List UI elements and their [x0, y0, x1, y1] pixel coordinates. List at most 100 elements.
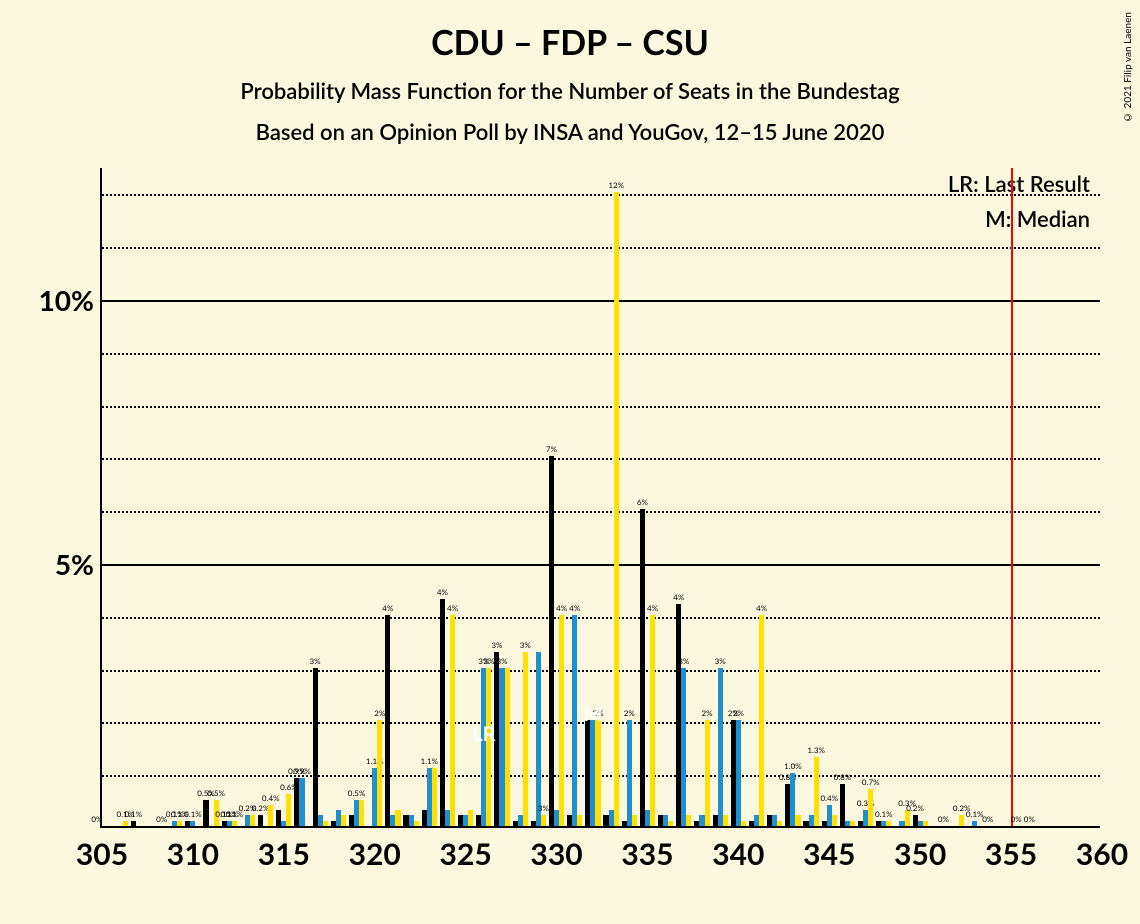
- bar-value-label: 3%: [715, 656, 726, 666]
- bar-series-2: [795, 815, 800, 826]
- bar-series-1: [190, 821, 195, 826]
- bar-series-2: [377, 720, 382, 826]
- x-axis-label: 345: [803, 836, 855, 872]
- bar-series-2: [814, 757, 819, 826]
- bar-value-label: 2%: [374, 708, 385, 718]
- bar-value-label: 0%: [1024, 814, 1035, 824]
- x-axis-label: 340: [712, 836, 764, 872]
- gridline-major: [102, 564, 1100, 566]
- median-marker: M: [583, 702, 602, 726]
- bar-series-2: [250, 815, 255, 826]
- bar-value-label: 3%: [496, 656, 507, 666]
- bar-series-2: [777, 821, 782, 826]
- bar-value-label: 0.1%: [124, 809, 142, 819]
- bar-series-0: [313, 668, 318, 826]
- bar-value-label: 0.1%: [184, 809, 202, 819]
- bar-value-label: 0.2%: [906, 803, 924, 813]
- bar-value-label: 3%: [538, 803, 549, 813]
- bar-value-label: 0.5%: [348, 788, 366, 798]
- bar-value-label: 0.4%: [820, 793, 838, 803]
- bar-value-label: 7%: [546, 444, 557, 454]
- bar-series-1: [299, 778, 304, 826]
- bar-value-label: 4%: [437, 587, 448, 597]
- bar-value-label: 0.1%: [875, 809, 893, 819]
- bar-value-label: 6%: [637, 497, 648, 507]
- bar-series-2: [686, 815, 691, 826]
- bar-series-2: [923, 821, 928, 826]
- x-axis-label: 335: [621, 836, 673, 872]
- bar-series-2: [450, 615, 455, 826]
- bar-series-2: [614, 192, 619, 826]
- bar-value-label: 0.9%: [293, 766, 311, 776]
- bar-series-2: [268, 805, 273, 826]
- chart-subtitle-1: Probability Mass Function for the Number…: [0, 77, 1140, 104]
- x-axis-label: 325: [440, 836, 492, 872]
- bar-series-2: [868, 789, 873, 826]
- bar-series-2: [432, 768, 437, 826]
- gridline-minor: [102, 511, 1100, 513]
- bar-series-2: [505, 668, 510, 826]
- bar-value-label: 4%: [756, 603, 767, 613]
- bar-value-label: 4%: [447, 603, 458, 613]
- bar-value-label: 3%: [520, 640, 531, 650]
- bar-series-0: [258, 815, 263, 826]
- bar-series-2: [759, 615, 764, 826]
- bar-series-1: [536, 652, 541, 826]
- bar-value-label: 4%: [569, 603, 580, 613]
- bar-value-label: 0.5%: [207, 788, 225, 798]
- gridline-major: [102, 300, 1100, 302]
- bar-value-label: 1.0%: [784, 761, 802, 771]
- lr-marker: LR: [472, 722, 495, 746]
- bar-series-0: [385, 615, 390, 826]
- bar-series-2: [486, 668, 491, 826]
- gridline-minor: [102, 194, 1100, 196]
- bar-series-2: [650, 615, 655, 826]
- bar-series-1: [627, 720, 632, 826]
- gridline-minor: [102, 247, 1100, 249]
- bar-series-2: [632, 815, 637, 826]
- bar-series-0: [131, 821, 136, 826]
- gridline-minor: [102, 406, 1100, 408]
- x-axis-label: 360: [1076, 836, 1128, 872]
- bar-value-label: 4%: [556, 603, 567, 613]
- bar-value-label: 0.8%: [834, 772, 852, 782]
- bar-value-label: 3%: [310, 656, 321, 666]
- bar-series-2: [341, 815, 346, 826]
- gridline-minor: [102, 617, 1100, 619]
- bar-value-label: 2%: [624, 708, 635, 718]
- bar-value-label: 0.7%: [862, 777, 880, 787]
- gridline-minor: [102, 670, 1100, 672]
- x-axis-label: 320: [349, 836, 401, 872]
- bar-series-2: [323, 821, 328, 826]
- bar-series-2: [959, 815, 964, 826]
- x-axis-label: 305: [76, 836, 128, 872]
- bar-series-2: [668, 821, 673, 826]
- bar-value-label: 0.2%: [252, 803, 270, 813]
- x-axis-label: 350: [894, 836, 946, 872]
- bar-value-label: 2%: [733, 708, 744, 718]
- bar-series-1: [972, 821, 977, 826]
- bar-value-label: 12%: [608, 180, 624, 190]
- x-axis-label: 330: [530, 836, 582, 872]
- copyright-text: © 2021 Filip van Laenen: [1122, 12, 1134, 123]
- gridline-minor: [102, 458, 1100, 460]
- bar-series-2: [523, 652, 528, 826]
- bar-value-label: 0%: [982, 814, 993, 824]
- bar-series-1: [681, 668, 686, 826]
- bar-value-label: 3%: [491, 640, 502, 650]
- bar-value-label: 0.4%: [262, 793, 280, 803]
- y-axis-label: 5%: [16, 547, 94, 581]
- chart-title: CDU – FDP – CSU: [0, 22, 1140, 63]
- bar-value-label: 0%: [938, 814, 949, 824]
- gridline-minor: [102, 353, 1100, 355]
- bar-value-label: 3%: [483, 656, 494, 666]
- bar-series-2: [705, 720, 710, 826]
- bar-series-0: [640, 509, 645, 826]
- plot-region: 5%10%30531031532032533033534034535035536…: [100, 168, 1100, 828]
- bar-series-2: [886, 821, 891, 826]
- bar-value-label: 4%: [673, 592, 684, 602]
- bar-series-2: [177, 821, 182, 826]
- bar-series-0: [840, 784, 845, 826]
- title-block: CDU – FDP – CSU Probability Mass Functio…: [0, 0, 1140, 145]
- bar-series-2: [232, 821, 237, 826]
